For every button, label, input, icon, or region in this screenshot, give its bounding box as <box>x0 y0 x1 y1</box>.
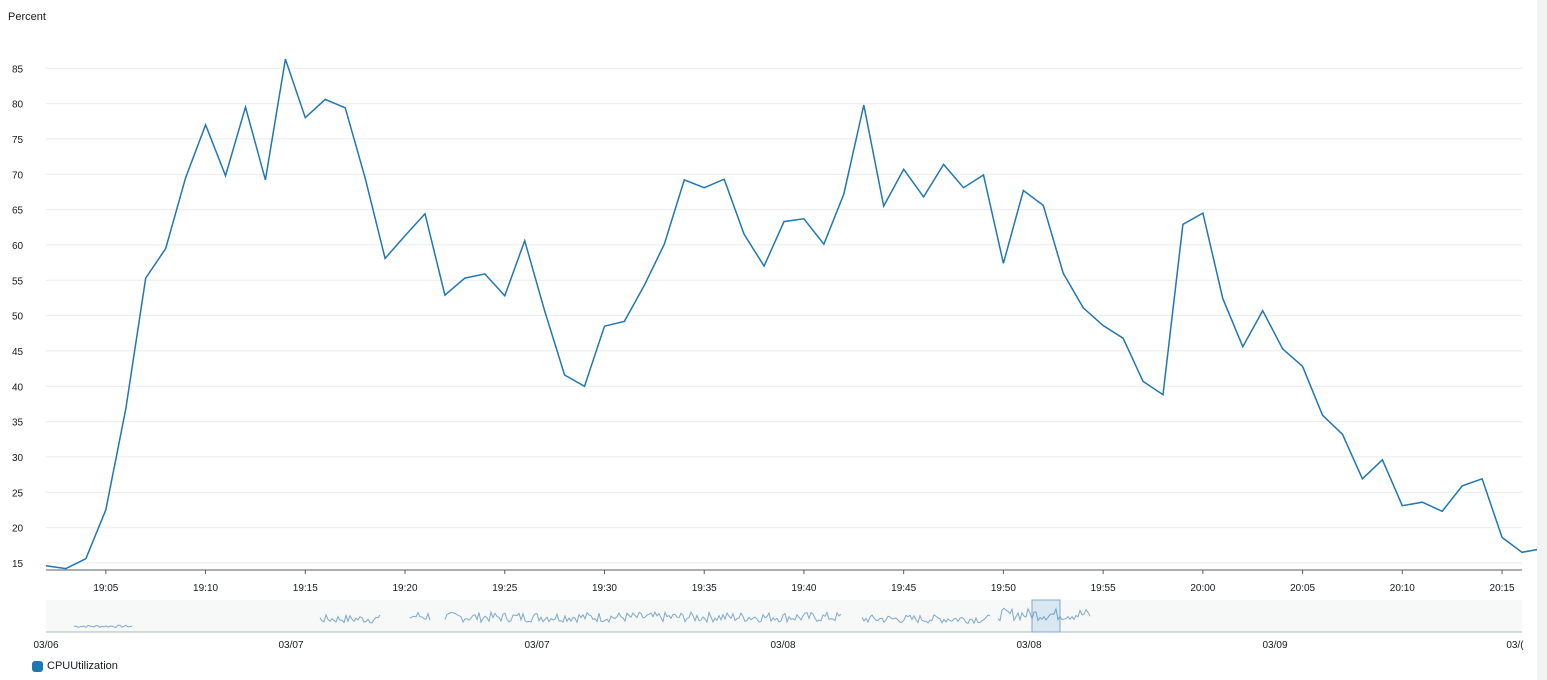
y-tick-label: 75 <box>12 135 24 146</box>
navigator-date-label: 03/08 <box>1016 640 1041 651</box>
navigator-series <box>73 607 1091 628</box>
x-tick-label: 19:50 <box>991 583 1016 594</box>
y-tick-label: 80 <box>12 100 24 111</box>
y-axis-label: Percent <box>8 11 46 23</box>
y-tick-label: 20 <box>12 524 24 535</box>
navigator-date-label: 03/09 <box>1262 640 1287 651</box>
navigator-date-label: 03/06 <box>33 640 58 651</box>
x-tick-label: 20:00 <box>1190 583 1215 594</box>
y-tick-label: 40 <box>12 382 24 393</box>
legend-label: CPUUtilization <box>47 660 118 672</box>
navigator-date-label: 03/07 <box>278 640 303 651</box>
x-axis: 19:05 19:10 19:15 19:20 19:25 19:30 19:35 19:40… <box>93 570 1515 594</box>
y-tick-label: 30 <box>12 453 24 464</box>
y-tick-label: 50 <box>12 312 24 323</box>
y-tick-label: 35 <box>12 418 24 429</box>
x-tick-label: 20:15 <box>1490 583 1515 594</box>
x-tick-label: 19:45 <box>891 583 916 594</box>
x-tick-label: 19:35 <box>692 583 717 594</box>
series-line-cpuutilization <box>45 58 1543 570</box>
y-tick-label: 45 <box>12 347 24 358</box>
x-tick-label: 19:20 <box>393 583 418 594</box>
x-tick-label: 19:30 <box>592 583 617 594</box>
navigator-date-label: 03/08 <box>770 640 795 651</box>
navigator-selection[interactable] <box>1031 599 1061 633</box>
y-tick-label: 60 <box>12 241 24 252</box>
time-navigator[interactable]: 03/06 03/07 03/07 03/08 03/08 03/09 03/( <box>33 599 1524 651</box>
x-tick-label: 19:40 <box>791 583 816 594</box>
x-tick-label: 20:10 <box>1390 583 1415 594</box>
y-tick-label: 65 <box>12 206 24 217</box>
legend-item-cpuutilization[interactable]: CPUUtilization <box>32 660 118 672</box>
navigator-background <box>46 600 1522 632</box>
grid-lines <box>46 67 1522 571</box>
y-tick-label: 70 <box>12 170 24 181</box>
navigator-date-label: 03/( <box>1506 640 1524 651</box>
legend-swatch <box>32 660 43 672</box>
y-tick-label: 55 <box>12 276 24 287</box>
y-axis: 15 20 25 30 35 40 45 50 55 60 65 70 75 80 85 <box>12 64 24 570</box>
y-tick-label: 85 <box>12 64 24 75</box>
y-tick-label: 25 <box>12 488 24 499</box>
x-tick-label: 19:55 <box>1091 583 1116 594</box>
vertical-scrollbar[interactable] <box>1537 0 1547 680</box>
navigator-date-label: 03/07 <box>524 640 549 651</box>
x-tick-label: 19:05 <box>93 583 118 594</box>
x-tick-label: 19:10 <box>193 583 218 594</box>
x-tick-label: 19:15 <box>293 583 318 594</box>
x-tick-label: 19:25 <box>492 583 517 594</box>
y-tick-label: 15 <box>12 559 24 570</box>
x-tick-label: 20:05 <box>1290 583 1315 594</box>
